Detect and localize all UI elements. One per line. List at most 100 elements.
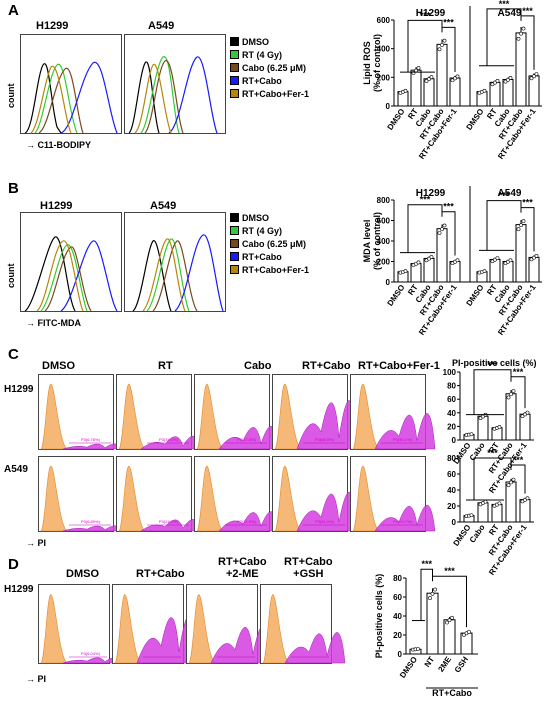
pi-peak-positive <box>62 525 124 532</box>
col-title-rt-cabo: RT+Cabo <box>302 360 351 372</box>
y-tick-label: 60 <box>447 395 456 404</box>
pi-histogram-a549-0-plot: P3(6.89%) <box>40 465 124 532</box>
y-tick-label: 400 <box>377 237 391 246</box>
sig-bracket <box>441 26 456 73</box>
data-point <box>519 31 523 36</box>
pi-peak-negative <box>40 465 68 532</box>
sig-label: *** <box>499 191 510 201</box>
row-label-a549-c: A549 <box>4 464 28 475</box>
sig-label: *** <box>420 10 431 20</box>
pi-peak-negative <box>274 465 302 532</box>
legend-swatch-cabo <box>230 63 239 72</box>
hist-title-a549-a: A549 <box>148 20 175 32</box>
sig-bracket <box>407 19 443 73</box>
sig-bracket <box>420 568 433 621</box>
pi-histogram-a549-1: P3(24.2%) <box>116 456 202 532</box>
y-tick-label: 400 <box>377 45 391 54</box>
sig-bracket <box>432 575 467 628</box>
legend-swatch-rt <box>230 50 239 59</box>
sig-bracket <box>510 464 526 494</box>
y-axis-label: MDA level <box>362 220 372 263</box>
sig-label: *** <box>444 566 455 576</box>
pi-peak-negative <box>40 383 68 450</box>
d-col-title-rt-cabo: RT+Cabo <box>136 568 185 580</box>
legend-swatch-rt-cabo-fer1 <box>230 89 239 98</box>
sig-bracket <box>486 200 522 251</box>
legend-swatch-rt-cabo <box>230 76 239 85</box>
histogram-overlay-h1299-b <box>24 236 118 312</box>
data-point <box>442 38 447 43</box>
sig-bracket <box>520 207 535 252</box>
data-point <box>529 76 534 81</box>
data-point <box>516 36 521 41</box>
data-point <box>532 255 536 260</box>
pi-peak-negative <box>274 383 302 450</box>
y-tick-label: 40 <box>447 409 456 418</box>
pi-histogram-a549-2-plot: P3(21.3%) <box>196 465 280 532</box>
legend-swatch-cabo <box>230 239 239 248</box>
pi-histogram-grid-c: P3(6.76%) P3(6.89%) P3(34.0%) P3(24.2%) P3(1… <box>38 374 436 534</box>
data-point <box>440 43 444 47</box>
gate-label: P3(21.3%) <box>237 519 257 524</box>
data-point <box>467 629 471 634</box>
data-point <box>416 66 421 70</box>
bar <box>505 393 517 441</box>
data-point <box>433 587 437 592</box>
y-tick-label: 60 <box>447 470 456 479</box>
bar <box>477 415 489 441</box>
panel-a-label: A <box>8 2 19 19</box>
pi-histogram-d-0-plot: P3(6.04%) <box>40 594 124 664</box>
data-point <box>509 392 513 397</box>
group-title: H1299 <box>416 8 446 19</box>
pi-peak-positive <box>284 632 346 664</box>
data-point <box>416 647 420 651</box>
panel-b-label: B <box>8 180 19 197</box>
group-title: A549 <box>498 8 522 19</box>
pi-histogram-d-1-plot <box>114 594 198 664</box>
x-tick-label: DMSO <box>465 107 486 132</box>
pi-peak-negative <box>262 594 290 664</box>
data-point <box>523 412 527 417</box>
axis-label-pi-d: → PI <box>26 674 47 684</box>
pi-histogram-h1299-1-plot: P3(34.0%) <box>118 383 202 450</box>
axis-label-fitc-mda: → FITC-MDA <box>26 318 82 328</box>
data-point <box>450 615 454 620</box>
x-tick-label: DMSO <box>465 283 486 308</box>
y-tick-label: 0 <box>386 102 391 111</box>
y-axis-label: (% of control) <box>372 34 382 92</box>
pi-histogram-d-3-plot <box>262 594 346 664</box>
bar <box>410 69 422 107</box>
sig-label: *** <box>499 0 510 9</box>
pi-histogram-h1299-3-plot: P3(68.5%) <box>274 383 358 450</box>
pi-histogram-a549-0: P3(6.89%) <box>38 456 124 532</box>
legend-item-cabo: Cabo (6.25 μM) <box>230 62 309 75</box>
y-tick-label: 200 <box>377 73 391 82</box>
gate-label: P3(29.7%) <box>393 519 413 524</box>
data-point <box>519 223 523 228</box>
gate-label: P3(6.04%) <box>81 651 101 656</box>
pi-histogram-h1299-1: P3(34.0%) <box>116 374 202 450</box>
data-point <box>497 425 502 429</box>
data-point <box>453 76 457 81</box>
pi-peak-negative <box>196 383 224 450</box>
y-tick-label: 60 <box>393 593 402 602</box>
col-title-dmso: DMSO <box>42 360 75 372</box>
y-tick-label: 0 <box>452 436 457 445</box>
data-point <box>521 26 526 31</box>
y-tick-label: 100 <box>443 368 457 377</box>
panel-c-label: C <box>8 346 19 363</box>
sig-bracket <box>407 204 443 253</box>
data-point <box>482 88 487 93</box>
data-point <box>428 596 432 600</box>
bar <box>423 257 435 283</box>
pi-peak-positive <box>374 504 436 532</box>
data-point <box>506 395 511 400</box>
data-point <box>455 74 460 79</box>
sig-label: *** <box>522 198 533 208</box>
data-point <box>437 47 442 52</box>
gate-label: P3(51.0%) <box>315 519 335 524</box>
pi-histogram-a549-4-plot: P3(29.7%) <box>352 465 436 532</box>
y-tick-label: 20 <box>393 631 402 640</box>
